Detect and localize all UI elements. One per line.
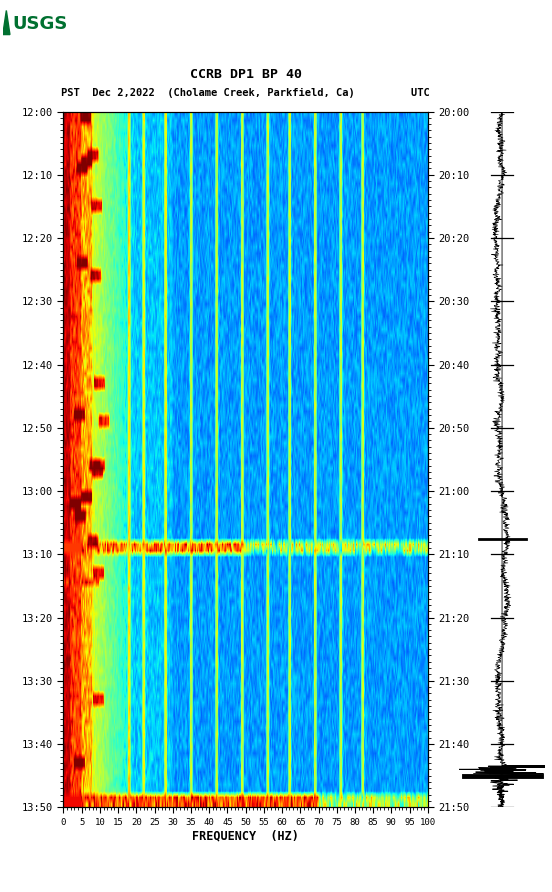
Text: USGS: USGS (13, 14, 68, 32)
Polygon shape (3, 11, 10, 35)
Text: CCRB DP1 BP 40: CCRB DP1 BP 40 (190, 69, 301, 81)
Text: PST  Dec 2,2022  (Cholame Creek, Parkfield, Ca)         UTC: PST Dec 2,2022 (Cholame Creek, Parkfield… (61, 87, 430, 98)
X-axis label: FREQUENCY  (HZ): FREQUENCY (HZ) (192, 830, 299, 842)
